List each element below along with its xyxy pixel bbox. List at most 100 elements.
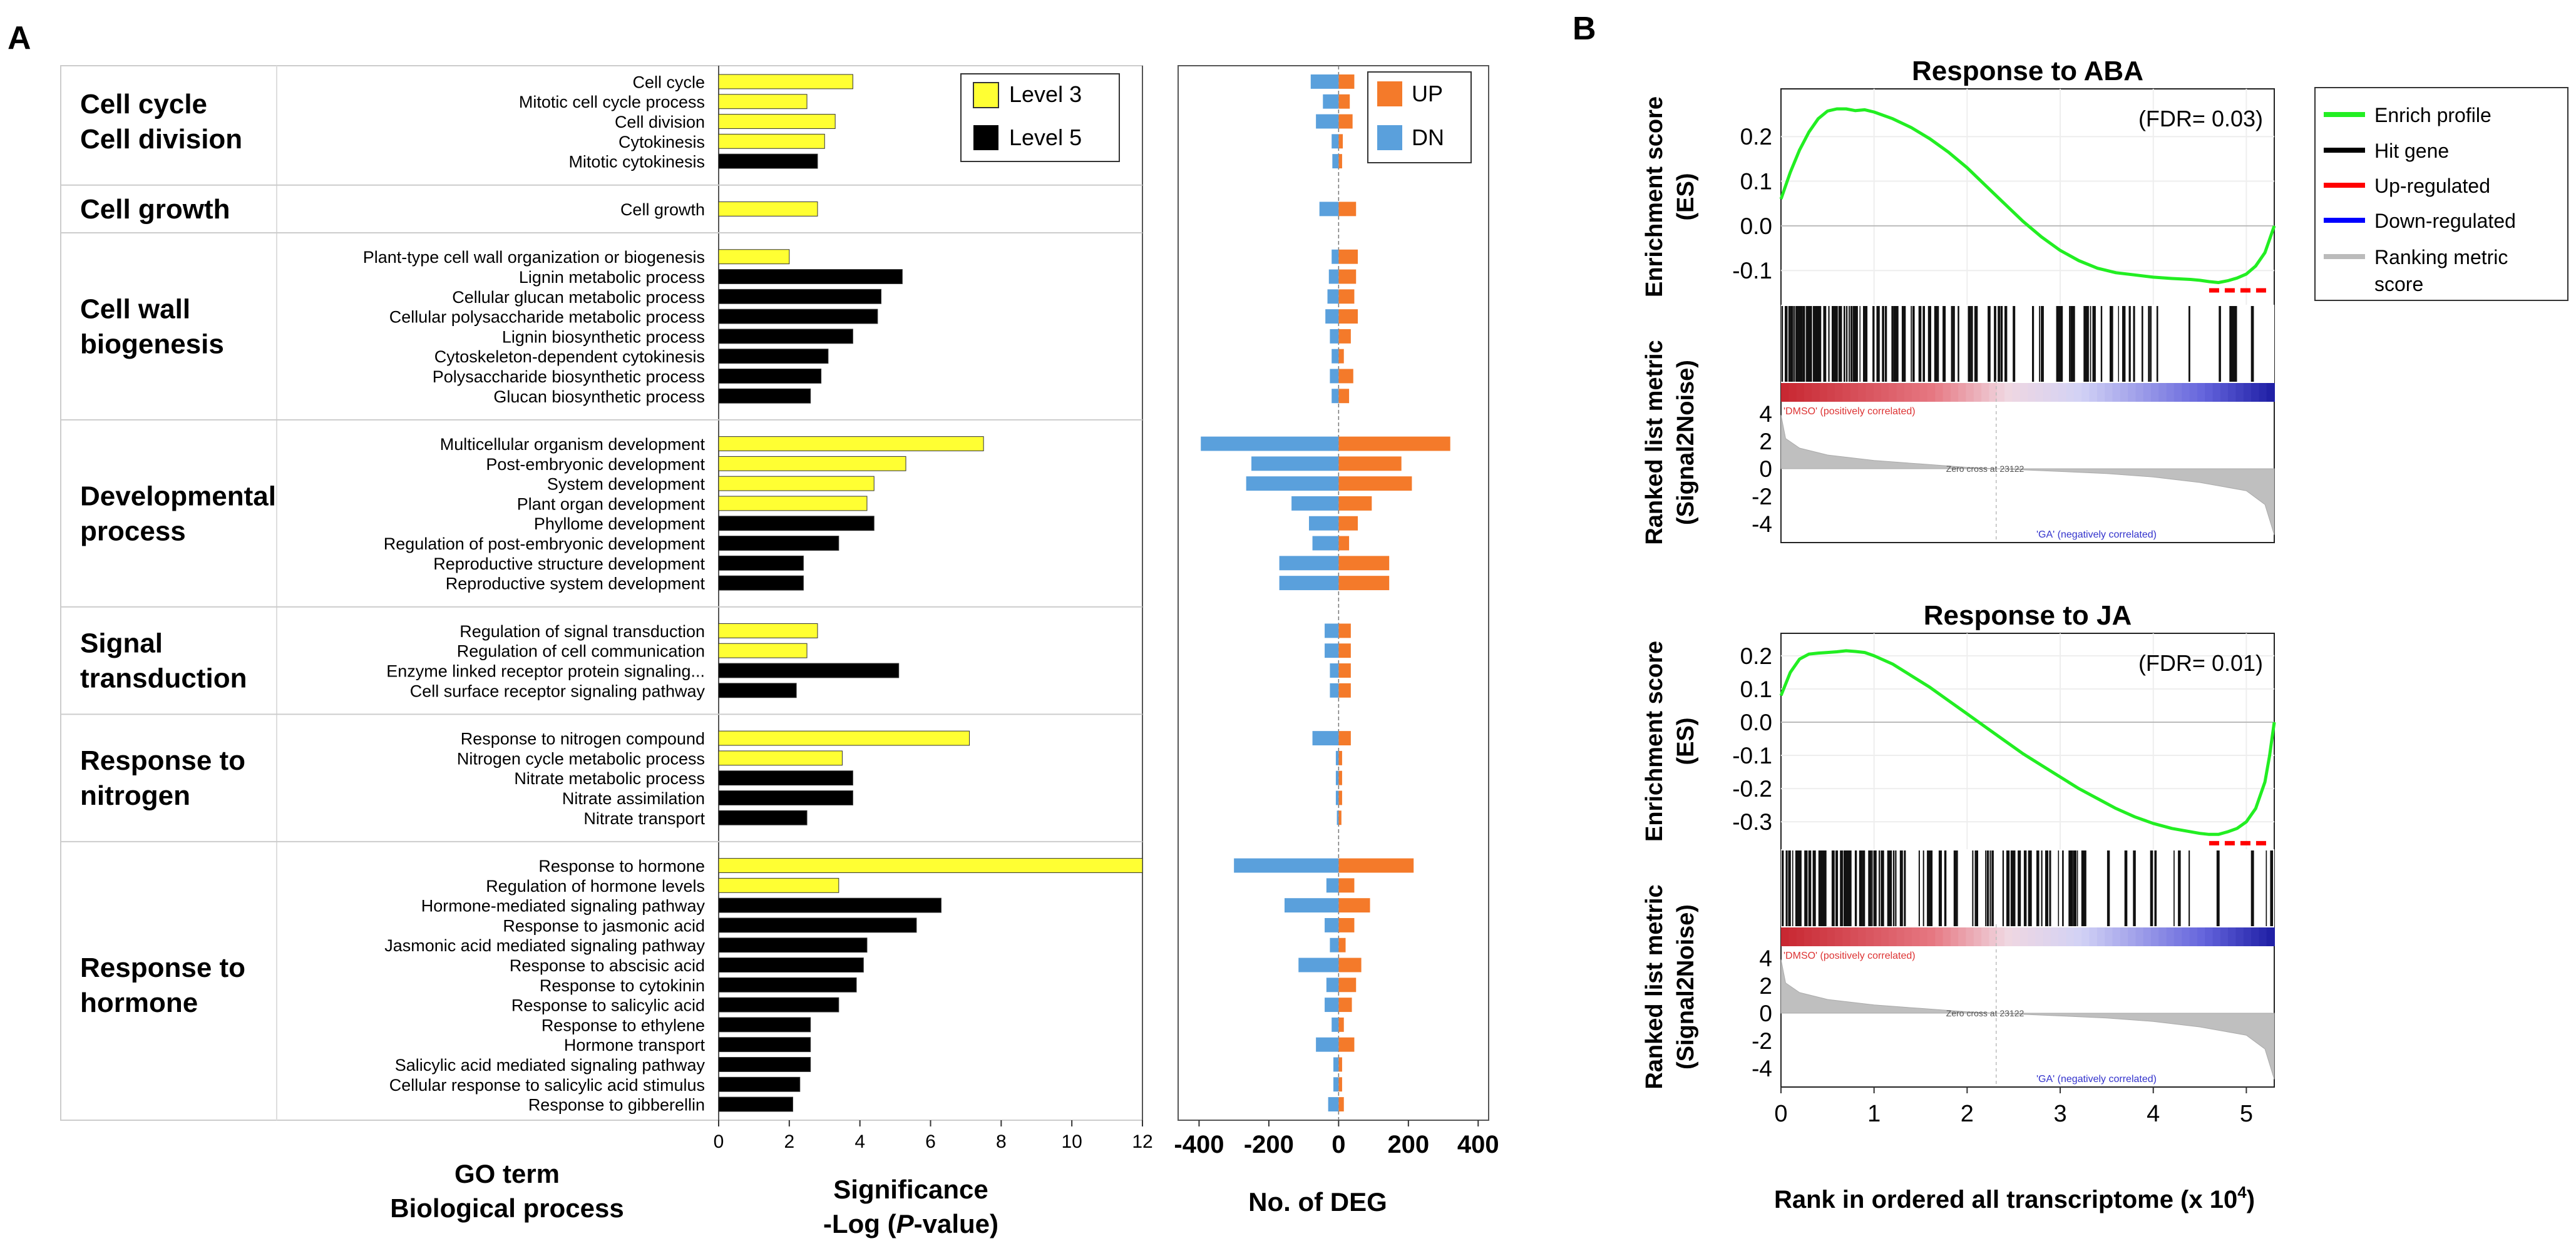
hit-gene-line: [2058, 850, 2060, 926]
sig-tick-label-12: 12: [1132, 1131, 1152, 1152]
rank-color-segment: [1919, 927, 1928, 946]
dn-bar-reproductive-structure-development: [1279, 556, 1339, 571]
dn-label: DN: [1412, 125, 1444, 150]
rank-color-segment: [2120, 383, 2129, 402]
hit-gene-line: [2122, 306, 2126, 382]
rank-color-segment: [1865, 383, 1874, 402]
level5-label: Level 5: [1009, 125, 1082, 150]
dn-bar-response-to-salicylic-acid: [1325, 998, 1339, 1013]
term-label-cellular-polysaccharide-metabolic-process: Cellular polysaccharide metabolic proces…: [389, 308, 705, 327]
sig-bar-response-to-abscisic-acid: [718, 957, 864, 973]
rank-color-segment: [2004, 927, 2013, 946]
hit-gene-line: [1831, 850, 1835, 926]
rank-color-segment: [2143, 927, 2152, 946]
gsea-panel-response-to-ja: Response to JA 0.2 0.1 0.0 -0.1 -0.2 -0.3 (FDR=…: [1641, 600, 2276, 1090]
hit-gene-line: [2229, 306, 2233, 382]
dn-bar-cell-cycle: [1310, 74, 1339, 89]
hit-gene-line: [1790, 306, 1793, 382]
hit-gene-line: [1824, 850, 1827, 926]
term-label-hormone-mediated-signaling-pathway: Hormone-mediated signaling pathway: [421, 897, 706, 916]
sig-bar-salicylic-acid-mediated-signaling-pathway: [718, 1057, 811, 1072]
log-pvalue-suffix: -value): [914, 1209, 998, 1238]
sig-tick-label-8: 8: [996, 1131, 1007, 1152]
rank-color-segment: [1819, 927, 1828, 946]
enrich-profile-response-to-ja: [1779, 649, 2276, 836]
hit-gene-line: [1974, 306, 1978, 382]
rank-x-tick-label-2: 2: [1961, 1101, 1974, 1127]
rank-color-segment: [1950, 927, 1959, 946]
hit-gene-line: [1859, 306, 1860, 382]
hit-gene-line: [2060, 306, 2063, 382]
dn-bar-nitrate-transport: [1337, 810, 1339, 825]
rank-color-segment: [1850, 927, 1859, 946]
hit-gene-line: [2002, 850, 2004, 926]
hit-gene-line: [1833, 850, 1835, 926]
rank-color-segment: [1804, 383, 1813, 402]
hit-gene-line: [1953, 850, 1958, 926]
rank-color-segment: [2004, 383, 2013, 402]
dn-bar-hormone-mediated-signaling-pathway: [1284, 898, 1339, 913]
dn-bar-response-to-ethylene: [1332, 1017, 1339, 1032]
up-swatch: [1377, 81, 1402, 106]
deg-tick-label-4: 400: [1457, 1131, 1499, 1158]
rank-color-segment: [1827, 927, 1836, 946]
rank-color-segment: [2235, 383, 2244, 402]
group-label-cell-growth: Cell growth: [80, 194, 230, 225]
sig-bar-reproductive-system-development: [718, 575, 804, 591]
hit-gene-line: [1879, 850, 1881, 926]
up-bar-reproductive-system-development: [1338, 576, 1390, 591]
hit-gene-line: [1998, 306, 2001, 382]
hit-gene-line: [1994, 306, 1996, 382]
sig-bar-regulation-of-signal-transduction: [718, 623, 818, 638]
rank-color-segment: [2128, 927, 2137, 946]
rank-color-segment: [2251, 383, 2260, 402]
term-label-plant-organ-development: Plant organ development: [517, 494, 706, 513]
hit-gene-line: [1951, 306, 1953, 382]
up-label: UP: [1412, 81, 1443, 106]
dn-bar-response-to-nitrogen-compound: [1312, 731, 1339, 746]
hit-gene-line: [1918, 306, 1922, 382]
rank-color-segment: [1973, 927, 1983, 946]
rank-color-segment: [1781, 383, 1790, 402]
hit-gene-line: [2076, 850, 2078, 926]
term-label-mitotic-cell-cycle-process: Mitotic cell cycle process: [519, 93, 705, 111]
hit-gene-line: [1835, 850, 1839, 926]
hit-gene-line: [1991, 850, 1994, 926]
group-label-cell-cycle: Cell cycle: [80, 89, 207, 120]
rank-color-segment: [2019, 927, 2028, 946]
rank-tick-label-response-to-ja: 2: [1759, 973, 1772, 999]
annot-zero-response-to-aba: Zero cross at 23122: [1946, 464, 2024, 474]
group-label-process: process: [80, 516, 186, 546]
hit-gene-line: [2178, 850, 2181, 926]
hit-gene-line: [1989, 850, 1991, 926]
term-label-multicellular-organism-development: Multicellular organism development: [440, 435, 706, 454]
hit-gene-line: [1832, 306, 1835, 382]
rank-color-segment: [1912, 383, 1921, 402]
rank-color-segment: [2228, 927, 2237, 946]
hit-gene-line: [2041, 306, 2044, 382]
hit-gene-line: [1974, 850, 1978, 926]
deg-frame: [1178, 65, 1489, 1121]
dn-bar-response-to-jasmonic-acid: [1325, 917, 1339, 932]
rank-color-segment: [2166, 383, 2175, 402]
gsea-title-response-to-ja: Response to JA: [1924, 600, 2132, 631]
hit-gene-line: [1849, 306, 1850, 382]
hit-gene-line: [2006, 850, 2010, 926]
rank-color-segment: [2089, 927, 2098, 946]
rank-color-segment: [2043, 383, 2051, 402]
dn-bar-nitrate-metabolic-process: [1335, 770, 1339, 785]
up-bar-mitotic-cell-cycle-process: [1338, 94, 1350, 109]
legend-ranking-metric: Ranking metric: [2374, 246, 2508, 268]
term-label-nitrate-assimilation: Nitrate assimilation: [562, 789, 705, 808]
hit-gene-line: [1912, 306, 1915, 382]
hit-gene-line: [1862, 850, 1865, 926]
rank-color-segment: [2089, 383, 2098, 402]
rank-color-segment: [2151, 383, 2160, 402]
rank-tick-label-response-to-aba: 4: [1759, 401, 1772, 427]
rank-color-segment: [2220, 927, 2229, 946]
hit-gene-line: [1865, 306, 1868, 382]
hit-gene-line: [2085, 306, 2089, 382]
hit-gene-line: [1782, 850, 1784, 926]
hit-gene-line: [2142, 306, 2143, 382]
up-bar-phyllome-development: [1338, 516, 1358, 531]
